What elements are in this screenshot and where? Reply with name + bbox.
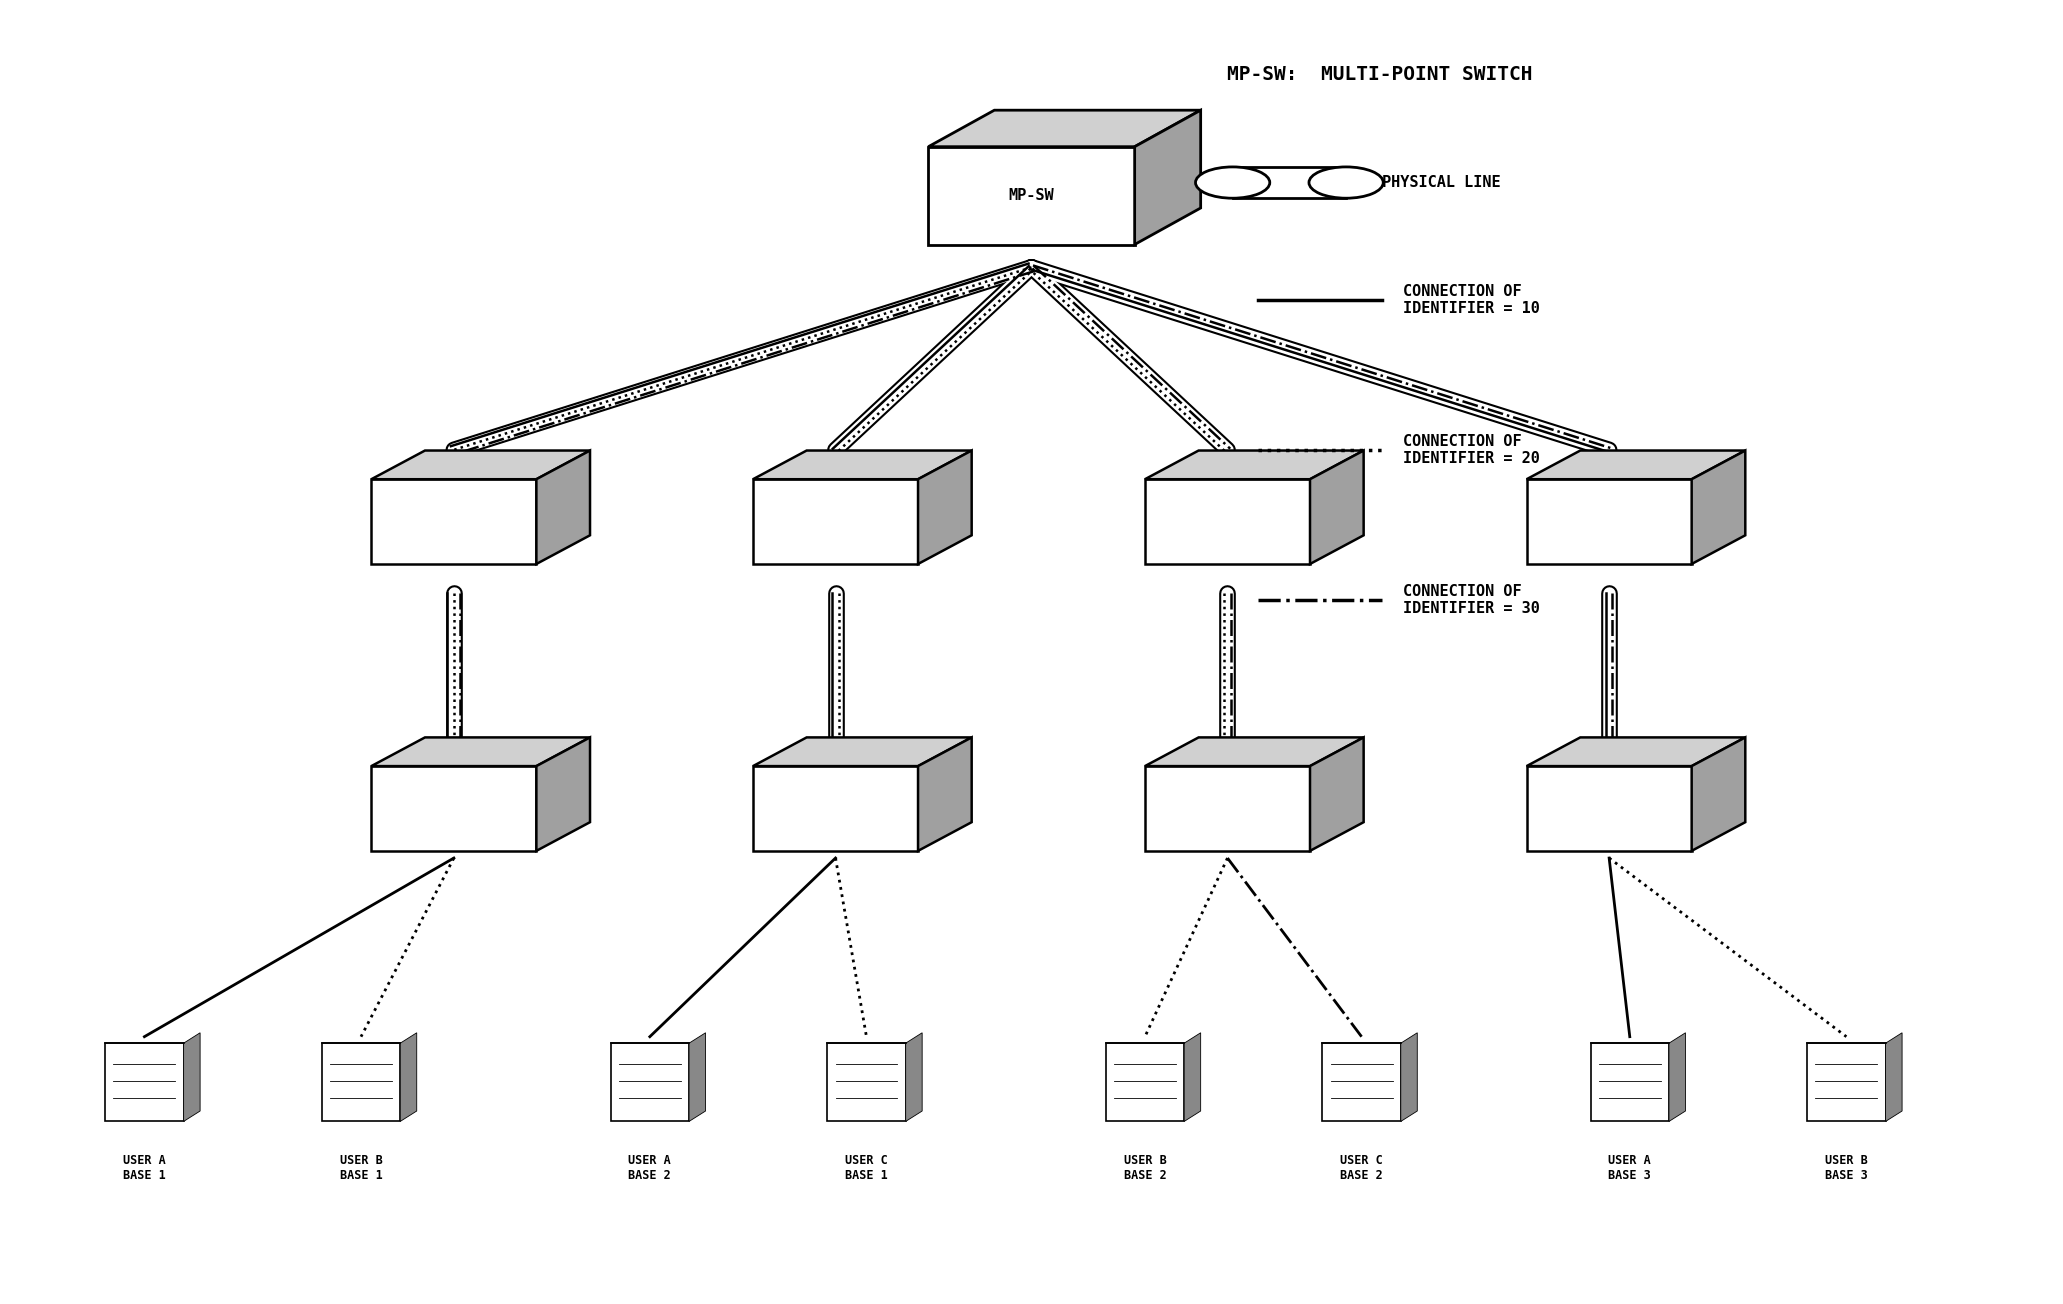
Polygon shape: [1807, 1043, 1886, 1121]
Text: USER A
BASE 2: USER A BASE 2: [629, 1154, 670, 1181]
Polygon shape: [400, 1033, 417, 1121]
Polygon shape: [536, 738, 590, 850]
Text: USER A
BASE 3: USER A BASE 3: [1609, 1154, 1650, 1181]
Polygon shape: [1669, 1033, 1685, 1121]
Ellipse shape: [1197, 167, 1271, 198]
Polygon shape: [1184, 1033, 1201, 1121]
Polygon shape: [753, 480, 918, 563]
Polygon shape: [918, 738, 972, 850]
Polygon shape: [536, 451, 590, 563]
Polygon shape: [753, 451, 972, 480]
Polygon shape: [371, 738, 590, 767]
Polygon shape: [1527, 767, 1692, 850]
Text: PHYSICAL LINE: PHYSICAL LINE: [1382, 175, 1502, 190]
Text: USER B
BASE 2: USER B BASE 2: [1124, 1154, 1166, 1181]
Polygon shape: [1106, 1043, 1184, 1121]
Text: MP-SW: MP-SW: [1009, 188, 1054, 203]
Polygon shape: [1322, 1043, 1401, 1121]
Polygon shape: [1401, 1033, 1417, 1121]
Text: CONNECTION OF
IDENTIFIER = 30: CONNECTION OF IDENTIFIER = 30: [1403, 584, 1539, 615]
Polygon shape: [1310, 451, 1364, 563]
Text: USER B
BASE 3: USER B BASE 3: [1826, 1154, 1867, 1181]
Polygon shape: [1527, 738, 1745, 767]
Polygon shape: [1145, 480, 1310, 563]
Polygon shape: [827, 1043, 906, 1121]
Polygon shape: [753, 738, 972, 767]
Polygon shape: [906, 1033, 922, 1121]
Polygon shape: [1692, 738, 1745, 850]
Text: CONNECTION OF
IDENTIFIER = 20: CONNECTION OF IDENTIFIER = 20: [1403, 434, 1539, 466]
Polygon shape: [928, 111, 1201, 147]
Ellipse shape: [1308, 167, 1384, 198]
Polygon shape: [1145, 738, 1364, 767]
Polygon shape: [184, 1033, 200, 1121]
Text: CONNECTION OF
IDENTIFIER = 10: CONNECTION OF IDENTIFIER = 10: [1403, 284, 1539, 316]
Text: USER A
BASE 1: USER A BASE 1: [124, 1154, 165, 1181]
Polygon shape: [1234, 167, 1345, 198]
Polygon shape: [611, 1043, 689, 1121]
Polygon shape: [918, 451, 972, 563]
Polygon shape: [1145, 451, 1364, 480]
Polygon shape: [371, 451, 590, 480]
Text: MP-SW:  MULTI-POINT SWITCH: MP-SW: MULTI-POINT SWITCH: [1227, 65, 1533, 85]
Polygon shape: [1886, 1033, 1902, 1121]
Polygon shape: [1145, 767, 1310, 850]
Polygon shape: [105, 1043, 184, 1121]
Polygon shape: [1692, 451, 1745, 563]
Text: USER B
BASE 1: USER B BASE 1: [340, 1154, 382, 1181]
Polygon shape: [689, 1033, 706, 1121]
Polygon shape: [371, 480, 536, 563]
Polygon shape: [1135, 111, 1201, 245]
Text: USER C
BASE 2: USER C BASE 2: [1341, 1154, 1382, 1181]
Polygon shape: [322, 1043, 400, 1121]
Polygon shape: [753, 767, 918, 850]
Polygon shape: [1591, 1043, 1669, 1121]
Text: USER C
BASE 1: USER C BASE 1: [846, 1154, 887, 1181]
Polygon shape: [1527, 451, 1745, 480]
Polygon shape: [1527, 480, 1692, 563]
Polygon shape: [928, 147, 1135, 245]
Polygon shape: [1310, 738, 1364, 850]
Polygon shape: [371, 767, 536, 850]
